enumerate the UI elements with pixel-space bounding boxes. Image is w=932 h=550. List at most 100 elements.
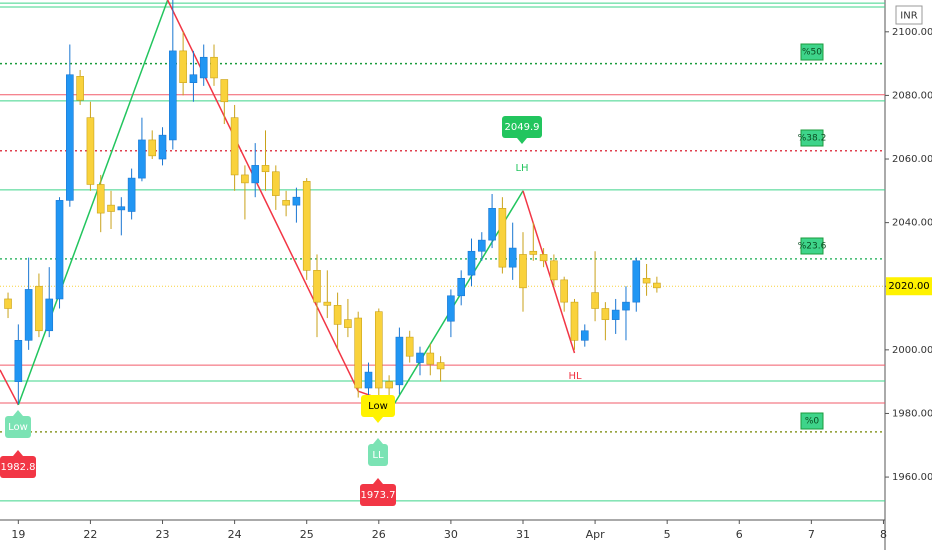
- candle-body: [55, 200, 64, 300]
- fib-label: %0: [805, 417, 820, 427]
- fib-tag: [800, 129, 824, 147]
- candle-body: [447, 295, 455, 322]
- candle-body: [467, 250, 476, 276]
- candle-body: [179, 50, 187, 83]
- x-tick-label: 25: [300, 528, 314, 541]
- candle-body: [220, 79, 229, 103]
- annotation-pointer: [373, 417, 383, 423]
- x-tick-label: 24: [228, 528, 242, 541]
- candle-body: [96, 184, 105, 214]
- x-tick-label: 7: [808, 528, 815, 541]
- y-tick-label: 2060.00: [892, 154, 932, 165]
- candle-body: [395, 336, 404, 386]
- candle-body: [14, 340, 23, 382]
- annotation: 1973.7: [361, 490, 396, 501]
- candle-body: [199, 56, 208, 79]
- currency-box: [895, 5, 923, 25]
- annotation: Low: [368, 401, 388, 412]
- x-tick-label: 5: [664, 528, 671, 541]
- candle-body: [405, 336, 414, 357]
- candle-body: [333, 305, 342, 325]
- annotation-tag: [368, 444, 388, 466]
- candle-body: [76, 76, 84, 101]
- fib-tag: [800, 412, 824, 430]
- candle-body: [519, 254, 527, 289]
- candle-body: [66, 74, 74, 201]
- y-tick-label: 2100.00: [892, 27, 932, 38]
- annotation: 1982.8: [1, 462, 36, 473]
- annotation: Low: [8, 422, 28, 433]
- candle-body: [158, 134, 167, 160]
- candle-body: [86, 117, 95, 185]
- x-tick-label: 22: [83, 528, 97, 541]
- candle-body: [251, 165, 260, 184]
- candle-body: [653, 282, 661, 289]
- candle-body: [426, 352, 435, 365]
- fib-tag: [800, 237, 824, 255]
- candle-body: [148, 139, 157, 157]
- candle-body: [385, 381, 393, 389]
- x-tick-label: 19: [11, 528, 25, 541]
- candle-body: [282, 200, 290, 206]
- candle-body: [642, 277, 651, 284]
- fib-tag: [800, 43, 824, 61]
- candle-body: [416, 352, 424, 363]
- zigzag-segment: [17, 0, 169, 406]
- candle-body: [570, 301, 579, 341]
- candle-body: [529, 250, 538, 255]
- fib-label: %23.6: [798, 242, 827, 252]
- annotation-tag: [361, 395, 395, 417]
- candle-body: [601, 308, 610, 320]
- annotation-pointer: [13, 410, 23, 416]
- candle-body: [138, 139, 146, 179]
- y-tick-label: 1960.00: [892, 472, 932, 483]
- candle-body: [292, 196, 301, 206]
- annotation-pointer: [13, 450, 23, 456]
- candle-body: [127, 177, 136, 212]
- x-tick-label: 31: [516, 528, 530, 541]
- candle-body: [611, 309, 620, 320]
- candle-body: [189, 74, 198, 83]
- candle-body: [580, 330, 589, 341]
- zigzag-segment: [166, 0, 359, 392]
- candle-body: [364, 371, 373, 389]
- candle-body: [4, 298, 12, 309]
- last-price-tag: [886, 277, 932, 296]
- candle-body: [24, 289, 33, 341]
- candle-body: [169, 50, 177, 141]
- candle-body: [354, 317, 363, 389]
- y-tick-label: 2000.00: [892, 345, 932, 356]
- candle-body: [488, 208, 496, 241]
- candle-body: [272, 171, 280, 196]
- candle-body: [457, 277, 465, 297]
- x-tick-label: Apr: [586, 528, 606, 541]
- fib-label: %38.2: [798, 134, 827, 144]
- candle-body: [241, 174, 249, 184]
- zigzag-segment: [522, 190, 576, 354]
- candle-body: [477, 239, 486, 252]
- y-tick-label: 2080.00: [892, 90, 932, 101]
- annotation-tag: [0, 456, 36, 478]
- candle-body: [560, 279, 568, 303]
- candle-body: [632, 260, 641, 303]
- annotation-pointer: [373, 438, 383, 444]
- candle-body: [302, 180, 311, 271]
- y-tick-label: 1980.00: [892, 408, 932, 419]
- candle-body: [35, 285, 43, 332]
- candle-body: [117, 206, 126, 211]
- candle-body: [230, 117, 239, 176]
- candle-body: [539, 254, 548, 262]
- candle-body: [344, 319, 352, 328]
- annotation: LH: [515, 163, 528, 174]
- x-tick-label: 23: [156, 528, 170, 541]
- fib-label: %50: [802, 48, 822, 58]
- y-tick-label: 2040.00: [892, 218, 932, 229]
- x-tick-label: 26: [372, 528, 386, 541]
- annotation-pointer: [517, 138, 527, 144]
- candle-body: [508, 247, 517, 268]
- candle-body: [261, 165, 270, 173]
- annotation: LL: [372, 450, 384, 461]
- zigzag-segment: [0, 369, 19, 406]
- candle-body: [313, 270, 321, 303]
